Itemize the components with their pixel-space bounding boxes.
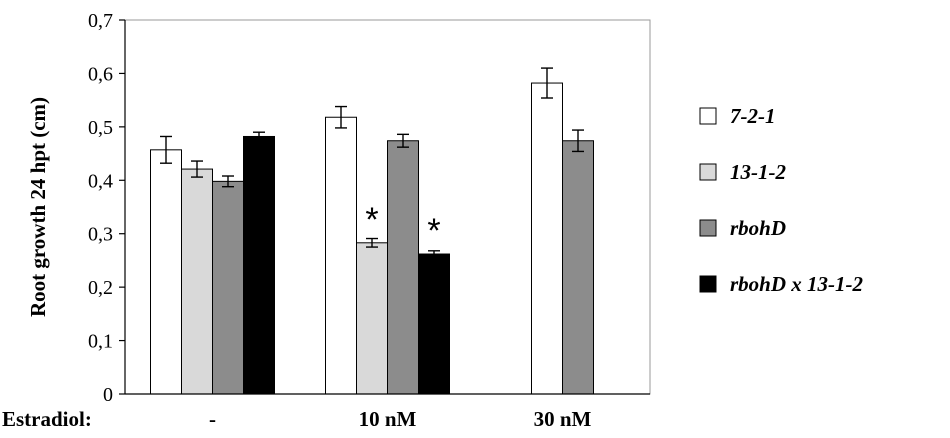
- bar-rbohD--: [212, 180, 244, 395]
- error-bar: [541, 67, 553, 99]
- y-axis-label: Root growth 24 hpt (cm): [26, 97, 50, 317]
- legend-swatch: [699, 107, 717, 125]
- error-bar: [572, 129, 584, 153]
- error-bar: [366, 237, 378, 248]
- legend: 7-2-1 13-1-2 rbohD rbohD x 13-1-2: [699, 104, 864, 296]
- bar-13-1-2-10-nM: [356, 242, 388, 395]
- legend-item: rbohD: [699, 216, 786, 240]
- x-prefix-label: Estradiol:: [2, 407, 92, 431]
- error-bar: [397, 133, 409, 148]
- y-tick-label: 0: [103, 384, 113, 406]
- bar-13-1-2--: [181, 168, 213, 395]
- x-category-label: -: [209, 407, 216, 431]
- y-tick-label: 0,6: [88, 63, 113, 85]
- error-bar: [253, 131, 265, 142]
- annotations: * *: [365, 201, 440, 250]
- bar-rbohD-x-13-1-2-10-nM: [418, 253, 450, 395]
- legend-label: 7-2-1: [730, 104, 776, 128]
- y-tick-label: 0,4: [88, 170, 113, 192]
- legend-label: rbohD x 13-1-2: [730, 272, 864, 296]
- legend-swatch: [699, 275, 717, 293]
- legend-label: rbohD: [730, 216, 786, 240]
- legend-item: rbohD x 13-1-2: [699, 272, 864, 296]
- y-tick-label: 0,2: [88, 277, 113, 299]
- bars: [150, 67, 594, 395]
- bar-rbohD-10-nM: [387, 140, 419, 395]
- error-bar: [428, 250, 440, 258]
- y-axis: 0 0,1 0,2 0,3 0,4 0,5 0,6 0,7: [88, 10, 126, 406]
- error-bar: [160, 135, 172, 164]
- significance-asterisk: *: [427, 212, 440, 250]
- error-bar: [222, 175, 234, 188]
- legend-swatch: [699, 163, 717, 181]
- x-category-label: 10 nM: [359, 407, 417, 431]
- bar-7-2-1-30-nM: [531, 82, 563, 395]
- bar-rbohD-x-13-1-2--: [243, 135, 275, 395]
- bar-rbohD-30-nM: [562, 140, 594, 395]
- x-axis: - 10 nM 30 nM: [125, 393, 650, 431]
- y-tick-label: 0,3: [88, 224, 113, 246]
- legend-swatch: [699, 219, 717, 237]
- y-tick-label: 0,5: [88, 117, 113, 139]
- error-bar: [191, 160, 203, 178]
- legend-label: 13-1-2: [730, 160, 786, 184]
- y-tick-label: 0,1: [88, 331, 113, 353]
- error-bar: [335, 105, 347, 129]
- legend-item: 7-2-1: [699, 104, 776, 128]
- bar-7-2-1--: [150, 149, 182, 395]
- x-category-label: 30 nM: [534, 407, 592, 431]
- bar-7-2-1-10-nM: [325, 116, 357, 395]
- legend-item: 13-1-2: [699, 160, 786, 184]
- y-tick-label: 0,7: [88, 10, 113, 32]
- significance-asterisk: *: [365, 201, 378, 239]
